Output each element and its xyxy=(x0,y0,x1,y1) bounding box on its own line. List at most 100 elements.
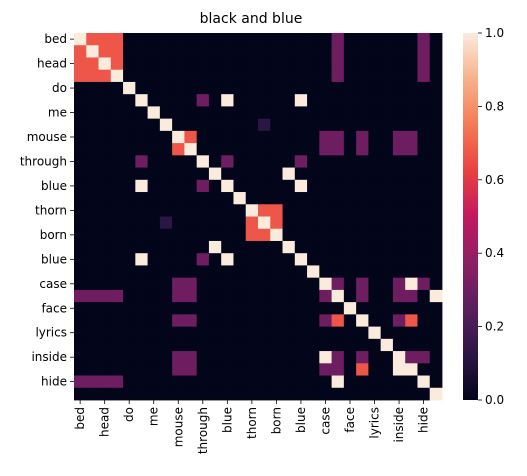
heatmap-cell xyxy=(147,81,161,95)
heatmap-cell xyxy=(331,326,345,340)
heatmap-cell xyxy=(159,253,173,266)
heatmap-cell xyxy=(147,94,161,107)
heatmap-cell xyxy=(343,253,357,266)
heatmap-cell xyxy=(282,338,296,352)
heatmap-cell xyxy=(221,277,234,291)
heatmap-cell xyxy=(343,314,357,327)
heatmap-cell xyxy=(184,130,198,144)
heatmap-cell xyxy=(258,326,271,340)
heatmap-cell xyxy=(245,375,259,389)
x-tick-label: through xyxy=(196,407,210,454)
heatmap-cell xyxy=(159,240,173,254)
heatmap-cell xyxy=(86,302,99,315)
heatmap-cell xyxy=(147,192,161,205)
heatmap-cell xyxy=(245,118,259,132)
heatmap-cell xyxy=(184,143,198,156)
heatmap-cell xyxy=(356,363,369,376)
heatmap-cell xyxy=(429,363,443,376)
heatmap-cell xyxy=(196,240,210,254)
heatmap-cell xyxy=(245,253,259,266)
heatmap-cell xyxy=(233,143,247,156)
heatmap-cell xyxy=(307,289,320,303)
heatmap-cell xyxy=(258,228,271,242)
heatmap-cell xyxy=(319,57,332,71)
heatmap-cell xyxy=(258,118,271,132)
heatmap-cell xyxy=(172,130,185,144)
y-tick-label: blue xyxy=(41,179,67,193)
heatmap-cell xyxy=(74,387,87,401)
heatmap-cell xyxy=(282,118,296,132)
heatmap-cell xyxy=(258,216,271,230)
heatmap-cell xyxy=(331,69,345,83)
heatmap-cell xyxy=(429,338,443,352)
heatmap-cell xyxy=(331,167,345,181)
heatmap-cell xyxy=(110,253,124,266)
heatmap-cell xyxy=(392,302,406,315)
heatmap-cell xyxy=(86,167,99,181)
heatmap-cell xyxy=(221,155,234,168)
heatmap-cell xyxy=(392,143,406,156)
y-tick-label: face xyxy=(41,301,67,315)
heatmap-cell xyxy=(184,240,198,254)
heatmap-cell xyxy=(368,94,382,107)
heatmap-cell xyxy=(343,228,357,242)
heatmap-cell xyxy=(294,314,308,327)
heatmap-cell xyxy=(380,326,394,340)
heatmap-cell xyxy=(270,179,283,193)
heatmap-cell xyxy=(405,143,418,156)
heatmap-cell xyxy=(417,130,431,144)
heatmap-cell xyxy=(294,375,308,389)
heatmap-cell xyxy=(380,69,394,83)
heatmap-cell xyxy=(331,192,345,205)
heatmap-cell xyxy=(86,363,99,376)
heatmap-cell xyxy=(343,192,357,205)
heatmap-cell xyxy=(233,363,247,376)
heatmap-cell xyxy=(392,106,406,120)
heatmap-cell xyxy=(123,130,136,144)
heatmap-cell xyxy=(208,314,222,327)
heatmap-cell xyxy=(74,192,87,205)
heatmap-cell xyxy=(110,228,124,242)
heatmap-cell xyxy=(135,57,148,71)
heatmap-cell xyxy=(331,240,345,254)
heatmap-cell xyxy=(98,155,112,168)
heatmap-cell xyxy=(258,375,271,389)
heatmap-cell xyxy=(282,375,296,389)
heatmap-cell xyxy=(208,289,222,303)
heatmap-cell xyxy=(307,338,320,352)
heatmap-cell xyxy=(86,265,99,279)
heatmap-cell xyxy=(159,289,173,303)
heatmap-cell xyxy=(356,143,369,156)
heatmap-cell xyxy=(86,314,99,327)
heatmap-cell xyxy=(135,94,148,107)
heatmap-cell xyxy=(147,277,161,291)
heatmap-cell xyxy=(123,228,136,242)
heatmap-cell xyxy=(135,118,148,132)
heatmap-cell xyxy=(159,277,173,291)
heatmap-cell xyxy=(282,289,296,303)
heatmap-cell xyxy=(123,45,136,58)
heatmap-cell xyxy=(356,33,369,46)
heatmap-cell xyxy=(147,57,161,71)
heatmap-cell xyxy=(380,375,394,389)
heatmap-cell xyxy=(270,57,283,71)
heatmap-cell xyxy=(417,387,431,401)
heatmap-cell xyxy=(343,81,357,95)
heatmap-cell xyxy=(380,289,394,303)
heatmap-cell xyxy=(417,94,431,107)
heatmap-cell xyxy=(135,351,148,364)
heatmap-cell xyxy=(356,118,369,132)
heatmap-cell xyxy=(282,94,296,107)
heatmap-cell xyxy=(184,33,198,46)
heatmap-cell xyxy=(319,253,332,266)
heatmap-cell xyxy=(135,338,148,352)
heatmap-cell xyxy=(405,240,418,254)
heatmap-cell xyxy=(368,143,382,156)
heatmap-cell xyxy=(405,94,418,107)
heatmap-cell xyxy=(233,204,247,217)
heatmap-cell xyxy=(86,94,99,107)
heatmap-cell xyxy=(319,277,332,291)
heatmap-cell xyxy=(405,81,418,95)
heatmap-cell xyxy=(380,106,394,120)
heatmap-cell xyxy=(319,240,332,254)
